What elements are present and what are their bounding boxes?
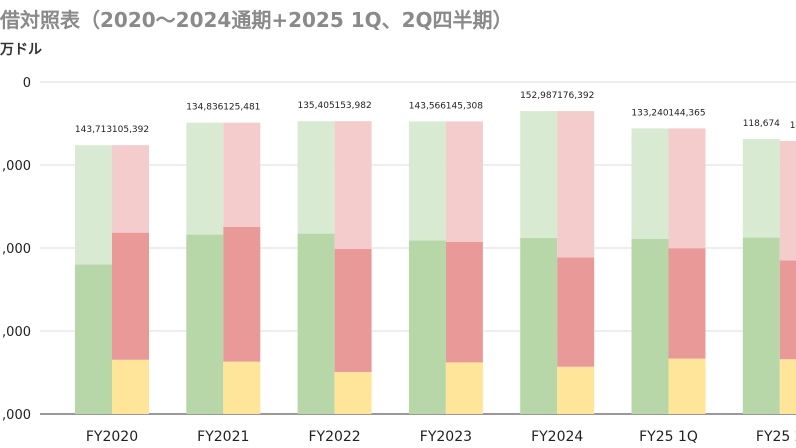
liabilities-bar-segment xyxy=(668,248,706,359)
assets-bar-segment xyxy=(186,122,224,235)
liabilities-bar-segment xyxy=(445,241,483,363)
assets-bar-segment xyxy=(408,121,446,241)
assets-bar-segment xyxy=(742,139,780,238)
y-tick-label: ,000 xyxy=(2,325,31,340)
liabilities-bar-segment xyxy=(668,128,706,249)
x-tick-label: FY2024 xyxy=(531,429,583,445)
data-label: 133,240 xyxy=(631,108,668,118)
liabilities-bar-segment xyxy=(223,361,261,414)
x-tick-label: FY25 2 xyxy=(756,429,796,445)
assets-bar-segment xyxy=(297,233,335,414)
liabilities-bar-segment xyxy=(557,257,595,367)
x-tick-label: FY2022 xyxy=(308,429,360,445)
data-label: 125,481 xyxy=(223,103,260,113)
unit-label: 万ドル xyxy=(0,42,42,58)
data-label: 118,674 xyxy=(743,119,780,129)
data-label: 143,566 xyxy=(409,101,446,111)
data-label: 176,392 xyxy=(557,91,594,101)
data-label: 135,405 xyxy=(297,101,334,111)
data-label: 105,392 xyxy=(112,125,149,135)
y-tick-label: 0 xyxy=(23,76,31,91)
data-label: 144,365 xyxy=(668,108,705,118)
assets-bar-segment xyxy=(297,121,335,234)
y-tick-label: ,000 xyxy=(2,242,31,257)
x-tick-label: FY2020 xyxy=(86,429,138,445)
liabilities-bar-segment xyxy=(334,371,372,414)
y-tick-label: ,000 xyxy=(2,159,31,174)
data-label: 152,987 xyxy=(520,91,557,101)
chart-title: 借対照表（2020〜2024通期+2025 1Q、2Q四半期） xyxy=(0,8,513,32)
assets-bar-segment xyxy=(75,145,112,265)
data-label: 153,982 xyxy=(334,101,371,111)
liabilities-bar-segment xyxy=(223,122,261,227)
liabilities-bar-segment xyxy=(445,362,483,414)
assets-bar-segment xyxy=(631,128,669,239)
liabilities-bar-segment xyxy=(223,226,261,362)
data-label: 134,836 xyxy=(186,103,223,113)
liabilities-bar-segment xyxy=(779,140,796,261)
assets-bar-segment xyxy=(520,111,558,239)
x-tick-label: FY25 1Q xyxy=(639,429,698,445)
x-tick-label: FY2021 xyxy=(197,429,249,445)
liabilities-bar-segment xyxy=(557,366,595,414)
liabilities-bar-segment xyxy=(112,232,149,360)
assets-bar-segment xyxy=(520,238,558,414)
liabilities-bar-segment xyxy=(445,121,483,242)
data-label: 145,308 xyxy=(446,101,483,111)
liabilities-bar-segment xyxy=(779,260,796,360)
assets-bar-segment xyxy=(631,238,669,414)
data-label: 143,713 xyxy=(75,125,112,135)
liabilities-bar-segment xyxy=(668,358,706,414)
x-tick-label: FY2023 xyxy=(420,429,472,445)
assets-bar-segment xyxy=(742,237,780,414)
liabilities-bar-segment xyxy=(112,359,149,414)
y-tick-label: ,000 xyxy=(2,408,31,423)
liabilities-bar-segment xyxy=(779,359,796,414)
assets-bar-segment xyxy=(186,234,224,414)
data-label: 144 xyxy=(790,121,796,131)
liabilities-bar-segment xyxy=(112,145,149,233)
liabilities-bar-segment xyxy=(334,249,372,372)
assets-bar-segment xyxy=(408,240,446,414)
assets-bar-segment xyxy=(75,264,112,414)
liabilities-bar-segment xyxy=(557,111,595,258)
liabilities-bar-segment xyxy=(334,121,372,250)
